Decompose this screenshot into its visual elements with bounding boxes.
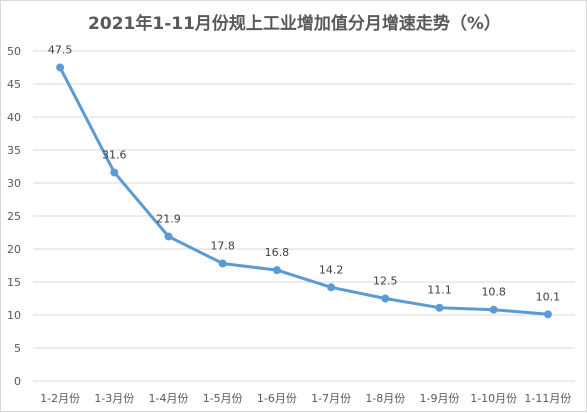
data-point [327,283,336,292]
x-tick-label: 1-11月份 [524,392,571,405]
data-label: 10.1 [536,290,561,303]
y-tick-label: 50 [7,45,21,58]
data-point [272,266,281,275]
data-point [56,63,65,72]
x-tick-label: 1-10月份 [470,392,517,405]
data-label: 14.2 [319,263,344,276]
data-point [435,303,444,312]
x-tick-label: 1-2月份 [40,392,80,405]
y-tick-label: 15 [7,276,21,289]
y-tick-label: 30 [7,177,21,190]
chart-title: 2021年1-11月份规上工业增加值分月增速走势（%） [88,14,501,34]
x-tick-label: 1-9月份 [420,392,460,405]
y-tick-label: 35 [7,144,21,157]
data-label: 10.8 [481,286,506,299]
y-tick-label: 25 [7,210,21,223]
series-line [58,66,550,316]
y-tick-label: 5 [14,342,21,355]
x-tick-label: 1-5月份 [203,392,243,405]
x-tick-label: 1-8月份 [365,392,405,405]
x-tick-label: 1-3月份 [94,392,134,405]
y-tick-label: 0 [14,375,21,388]
x-tick-label: 1-7月份 [311,392,351,405]
y-tick-label: 20 [7,243,21,256]
data-label: 21.9 [156,212,181,225]
data-label: 11.1 [427,284,452,297]
data-point [381,294,390,303]
data-point [543,310,552,319]
data-point [164,232,173,241]
data-point [110,168,119,177]
data-label: 17.8 [210,240,235,253]
y-tick-label: 10 [7,309,21,322]
data-label: 16.8 [265,246,290,259]
x-tick-label: 1-6月份 [257,392,297,405]
data-point [489,305,498,314]
y-tick-label: 45 [7,78,21,91]
x-tick-label: 1-4月份 [149,392,189,405]
data-label: 31.6 [102,148,127,161]
data-label: 12.5 [373,275,398,288]
y-tick-label: 40 [7,111,21,124]
data-label: 47.5 [48,44,73,57]
data-point [218,259,227,268]
